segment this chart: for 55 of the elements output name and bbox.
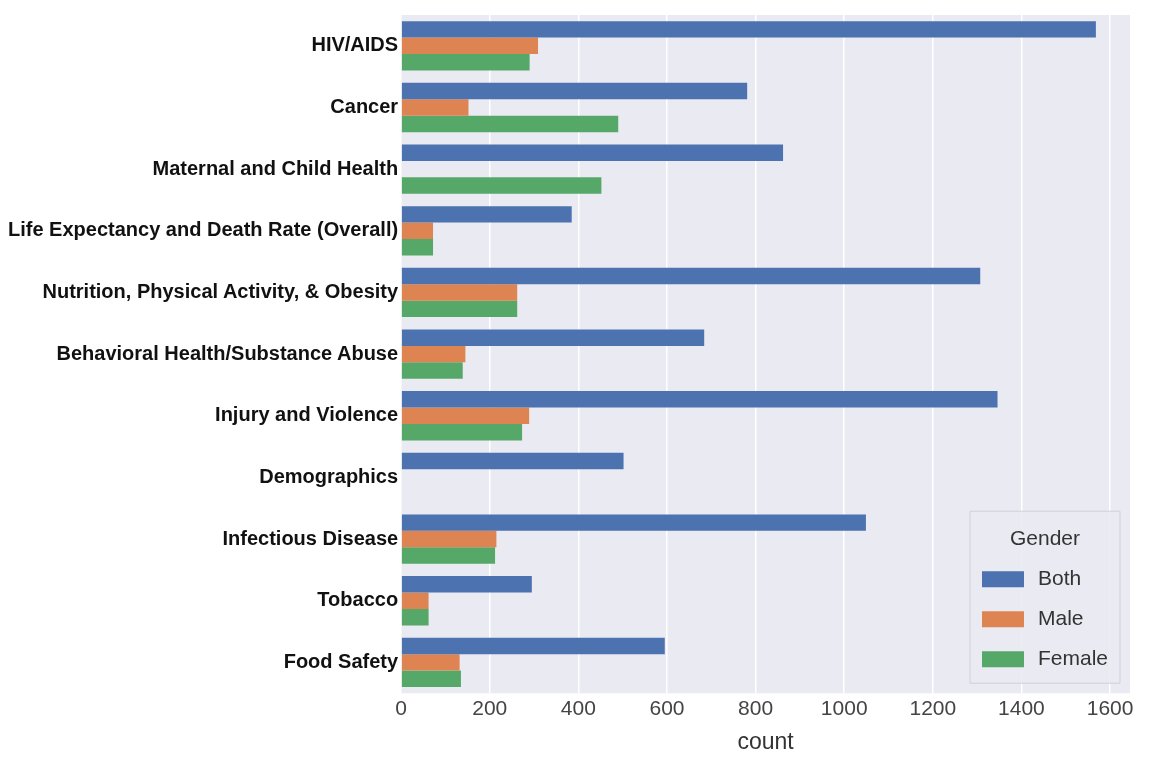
x-tick-label: 800: [738, 695, 774, 719]
bar: [401, 284, 518, 301]
bar: [401, 407, 530, 424]
legend-label: Male: [1038, 606, 1084, 629]
bar: [401, 670, 461, 688]
bar: [401, 637, 665, 655]
bar: [401, 547, 496, 564]
x-tick-label: 200: [472, 695, 508, 719]
legend-label: Female: [1038, 646, 1109, 669]
bar: [401, 267, 981, 285]
bar: [401, 82, 748, 100]
y-tick-label: Injury and Violence: [215, 403, 399, 426]
legend-label: Both: [1038, 566, 1082, 589]
y-tick-label: Tobacco: [317, 588, 399, 611]
bar: [401, 54, 530, 71]
x-axis-title: count: [737, 727, 795, 754]
bar: [401, 345, 466, 363]
bar: [401, 239, 434, 256]
y-tick-label: Food Safety: [283, 649, 399, 672]
bar: [401, 222, 434, 240]
bar: [401, 452, 624, 470]
bar: [401, 514, 866, 531]
x-tick-label: 0: [395, 695, 407, 719]
y-tick-label: Demographics: [259, 464, 399, 487]
bar: [401, 115, 619, 133]
bar: [401, 654, 460, 671]
bar: [401, 391, 998, 408]
bar: [401, 21, 1096, 38]
bar: [401, 37, 539, 55]
bar: [401, 329, 705, 346]
bar: [401, 206, 572, 223]
bar: [401, 300, 518, 318]
x-tick-label: 600: [649, 695, 685, 719]
y-tick-label: Infectious Disease: [222, 526, 399, 549]
x-tick-label: 1400: [998, 695, 1045, 719]
bar: [401, 144, 784, 161]
y-tick-label: HIV/AIDS: [311, 33, 399, 56]
bar: [401, 423, 523, 441]
bar: [401, 608, 429, 626]
x-tick-label: 1600: [1086, 695, 1134, 719]
bar: [401, 530, 497, 548]
y-tick-label: Cancer: [330, 95, 399, 117]
legend-title: Gender: [1009, 526, 1081, 549]
bar: [401, 362, 463, 379]
bar: [401, 576, 532, 593]
bar: [401, 177, 602, 194]
bar: [401, 592, 429, 609]
bar: [401, 99, 469, 116]
y-tick-label: Behavioral Health/Substance Abuse: [56, 341, 399, 364]
y-tick-label: Maternal and Child Health: [152, 156, 399, 179]
y-tick-label: Life Expectancy and Death Rate (Overall): [7, 218, 399, 241]
x-tick-label: 1000: [820, 695, 868, 719]
y-tick-label: Nutrition, Physical Activity, & Obesity: [42, 279, 399, 302]
x-tick-label: 400: [560, 695, 596, 719]
x-tick-label: 1200: [909, 695, 957, 719]
